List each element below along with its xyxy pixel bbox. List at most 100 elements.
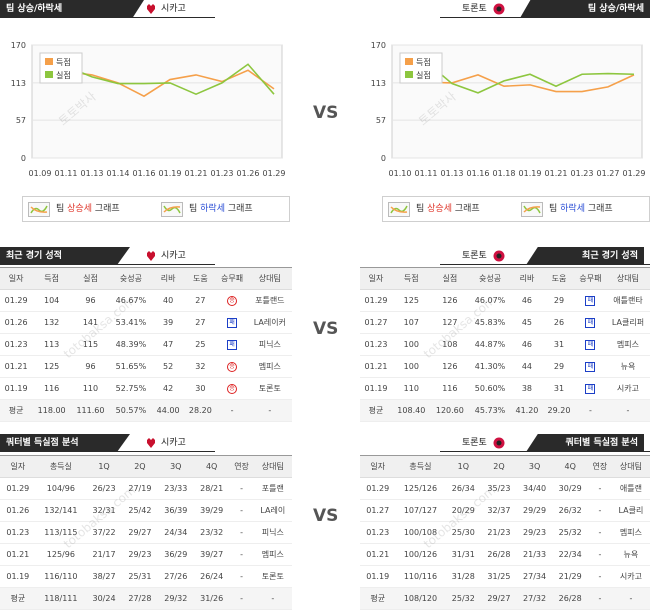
table-cell: 44	[510, 355, 543, 378]
x-tick-label: 01.11	[415, 169, 438, 178]
table-cell: -	[605, 399, 650, 422]
table-cell: 25/31	[121, 565, 158, 588]
table-cell: 포틀랜	[253, 477, 292, 500]
table-cell: 51.65%	[109, 355, 152, 378]
table-cell: 승	[216, 377, 248, 400]
table-cell: 39	[151, 311, 185, 334]
table-cell: 53.41%	[109, 311, 152, 334]
recent-title-right: 최근 경기 성적	[526, 247, 644, 265]
table-cell: 01.29	[0, 477, 36, 500]
table-cell: 116	[430, 377, 470, 400]
table-cell: 38	[510, 377, 543, 400]
table-cell: 111.60	[71, 399, 110, 422]
y-tick-label: 57	[16, 116, 26, 125]
table-cell: 21/17	[86, 543, 122, 566]
table-cell: 27/34	[516, 565, 553, 588]
table-cell: 32/37	[481, 499, 517, 522]
x-tick-label: 01.23	[211, 169, 234, 178]
table-cell: 52	[151, 355, 185, 378]
table-cell: -	[229, 587, 254, 610]
column-header: 실점	[71, 267, 110, 290]
table-cell: 01.23	[0, 521, 36, 544]
average-row: 평균 108.40 120.60 45.73% 41.20 29.20- -	[360, 399, 650, 422]
table-cell: 01.29	[360, 477, 396, 500]
table-cell: 37/22	[86, 521, 122, 544]
x-tick-label: 01.18	[493, 169, 516, 178]
table-cell: 01.27	[360, 311, 393, 334]
team-name-left: 시카고	[161, 4, 186, 14]
table-cell: 45.83%	[469, 311, 511, 334]
table-cell: 29/23	[516, 521, 553, 544]
average-row: 평균 108/120 25/32 29/27 27/32 26/28- -	[360, 587, 650, 610]
table-cell: 01.21	[360, 543, 396, 566]
recent-header: 최근 경기 성적 시카고 토론토 최근 경기 성적	[0, 247, 650, 265]
table-cell: 27/32	[516, 587, 553, 610]
table-cell: 01.26	[0, 311, 33, 334]
table-cell: 평균	[0, 587, 36, 610]
table-cell: 01.26	[0, 499, 36, 522]
column-header: 총득실	[395, 455, 446, 478]
table-cell: 피닉스	[253, 521, 292, 544]
column-header: 도움	[184, 267, 217, 290]
table-cell: -	[216, 399, 248, 422]
table-cell: 52.75%	[109, 377, 152, 400]
table-cell: 108.40	[392, 399, 431, 422]
table-cell: 25/42	[121, 499, 158, 522]
win-badge-icon: 승	[227, 384, 238, 394]
table-cell: -	[588, 499, 612, 522]
trend-legend-left: 팀 상승세 그래프 팀 하락세 그래프	[22, 196, 290, 222]
table-cell: 96	[71, 289, 110, 312]
table-cell: 01.19	[360, 565, 396, 588]
table-cell: 22/34	[552, 543, 588, 566]
table-cell: 132/141	[35, 499, 87, 522]
column-header: 1Q	[445, 455, 482, 478]
table-cell: 126	[430, 355, 470, 378]
column-header: 일자	[360, 267, 393, 290]
x-tick-label: 01.11	[55, 169, 78, 178]
table-cell: 38/27	[86, 565, 122, 588]
table-cell: 27/19	[121, 477, 158, 500]
y-tick-label: 113	[371, 79, 386, 88]
table-cell: LA클리퍼	[605, 311, 650, 334]
table-cell: 100/126	[395, 543, 446, 566]
table-cell: 01.29	[0, 289, 33, 312]
table-cell: 01.21	[360, 355, 393, 378]
legend-swatch	[405, 58, 413, 65]
table-cell: -	[574, 399, 606, 422]
x-tick-label: 01.16	[467, 169, 490, 178]
table-cell: -	[229, 477, 254, 500]
column-header: 상대팀	[253, 455, 292, 478]
table-cell: 패	[574, 377, 606, 400]
column-header: 상대팀	[611, 455, 650, 478]
down-trend-icon	[521, 202, 543, 217]
recent-title-left: 최근 경기 성적	[0, 247, 130, 265]
table-cell: 26/24	[193, 565, 230, 588]
x-tick-label: 01.21	[185, 169, 208, 178]
table-cell: LA레이	[253, 499, 292, 522]
table-cell: 승	[216, 289, 248, 312]
column-header: 연장	[229, 455, 254, 478]
column-header: 1Q	[86, 455, 122, 478]
table-cell: 멤피스	[611, 521, 650, 544]
legend-down-word: 하락세	[200, 204, 225, 214]
vs-label-2: VS	[313, 319, 339, 339]
chicago-logo-icon	[147, 4, 155, 14]
loss-badge-icon: 패	[585, 296, 596, 306]
legend-label: 득점	[416, 57, 431, 67]
table-cell: 30/24	[86, 587, 122, 610]
table-cell: 01.23	[360, 333, 393, 356]
team-name-right: 토론토	[462, 4, 487, 14]
table-cell: 01.29	[360, 289, 393, 312]
average-row: 평균 118.00 111.60 50.57% 44.00 28.20- -	[0, 399, 292, 422]
column-header: 상대팀	[605, 267, 650, 290]
table-cell: -	[588, 565, 612, 588]
win-badge-icon: 승	[227, 296, 238, 306]
table-cell: 29/32	[157, 587, 194, 610]
table-cell: 96	[71, 355, 110, 378]
legend-up-prefix: 팀	[56, 204, 68, 214]
table-cell: -	[229, 499, 254, 522]
table-cell: 29/29	[516, 499, 553, 522]
column-header: 3Q	[516, 455, 553, 478]
table-row: 01.29 104 96 46.67% 40 27 승 포틀랜드	[0, 289, 292, 312]
